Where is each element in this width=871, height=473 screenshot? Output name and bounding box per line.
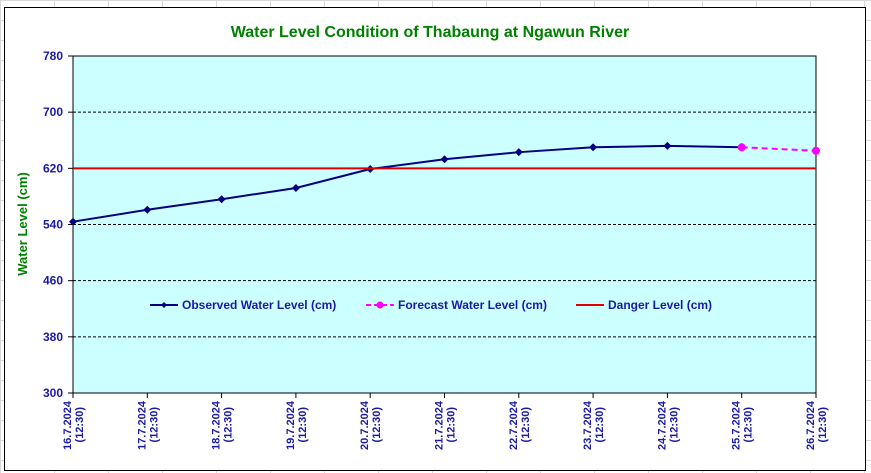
x-tick-time: (12:30) (668, 407, 680, 443)
x-tick-date: 24.7.2024 (656, 400, 668, 450)
observed-point (589, 143, 598, 152)
x-tick-time: (12:30) (371, 407, 383, 443)
observed-point (514, 148, 523, 157)
chart-title: Water Level Condition of Thabaung at Nga… (231, 24, 630, 41)
x-tick-date: 26.7.2024 (805, 400, 817, 450)
observed-point (440, 155, 449, 164)
x-tick-label: 21.7.2024 (12:30) (434, 400, 458, 450)
x-tick-label: 19.7.2024 (12:30) (285, 400, 309, 450)
legend: Observed Water Level (cm) Forecast Water … (150, 298, 712, 312)
y-tick-label: 780 (43, 49, 63, 63)
x-tick-time: (12:30) (148, 407, 160, 443)
x-tick-label: 25.7.2024 (12:30) (731, 400, 755, 450)
x-tick-time: (12:30) (594, 407, 606, 443)
x-tick-date: 19.7.2024 (285, 400, 297, 450)
forecast-point (737, 143, 746, 152)
x-tick-label: 26.7.2024 (12:30) (805, 400, 829, 450)
x-tick-label: 18.7.2024 (12:30) (211, 400, 235, 450)
series-line-forecast (741, 146, 817, 152)
observed-point (143, 205, 152, 214)
x-tick-time: (12:30) (743, 407, 755, 443)
y-tick-label: 300 (43, 386, 63, 400)
x-tick-label: 17.7.2024 (12:30) (136, 400, 160, 450)
x-tick-date: 17.7.2024 (136, 400, 148, 450)
x-tick-date: 25.7.2024 (731, 400, 743, 450)
y-tick-label: 540 (43, 218, 63, 232)
x-tick-date: 21.7.2024 (434, 400, 446, 450)
legend-label: Danger Level (cm) (608, 298, 712, 312)
x-tick-label: 22.7.2024 (12:30) (508, 400, 532, 450)
x-tick-time: (12:30) (446, 407, 458, 443)
x-tick-time: (12:30) (74, 407, 86, 443)
observed-point (291, 183, 300, 192)
x-tick-label: 23.7.2024 (12:30) (582, 400, 606, 450)
legend-marker (376, 301, 384, 309)
x-tick-date: 23.7.2024 (582, 400, 594, 450)
x-tick-label: 16.7.2024 (12:30) (62, 400, 86, 450)
legend-marker (161, 302, 167, 308)
forecast-point (812, 146, 820, 155)
y-tick-label: 380 (43, 330, 63, 344)
observed-point (663, 141, 672, 150)
x-tick-label: 20.7.2024 (12:30) (359, 400, 383, 450)
x-tick-time: (12:30) (817, 407, 829, 443)
x-tick-date: 16.7.2024 (62, 400, 74, 450)
x-tick-date: 22.7.2024 (508, 400, 520, 450)
series-line-observed (72, 144, 742, 223)
observed-point (69, 217, 77, 226)
x-tick-time: (12:30) (520, 407, 532, 443)
legend-label: Observed Water Level (cm) (182, 298, 336, 312)
observed-point (217, 195, 226, 204)
y-tick-label: 700 (43, 105, 63, 119)
y-tick-label: 620 (43, 161, 63, 175)
x-tick-label: 24.7.2024 (12:30) (656, 400, 680, 450)
legend-label: Forecast Water Level (cm) (398, 298, 547, 312)
x-tick-date: 18.7.2024 (211, 400, 223, 450)
x-tick-time: (12:30) (297, 407, 309, 443)
x-tick-date: 20.7.2024 (359, 400, 371, 450)
y-tick-label: 460 (43, 274, 63, 288)
x-tick-time: (12:30) (223, 407, 235, 443)
y-axis-label: Water Level (cm) (15, 172, 30, 276)
